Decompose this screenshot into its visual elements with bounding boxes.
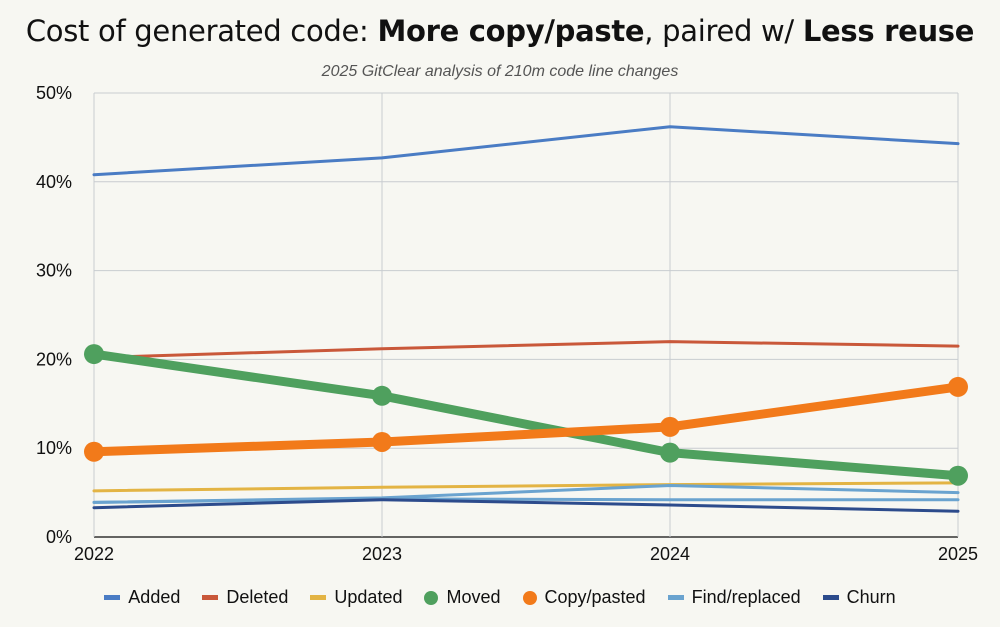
x-tick-label: 2024	[650, 544, 690, 564]
series-line-deleted	[92, 340, 960, 360]
series-line-churn	[92, 498, 960, 513]
legend-label: Deleted	[226, 587, 289, 607]
legend-label: Copy/pasted	[544, 587, 646, 607]
y-tick-label: 0%	[46, 527, 72, 547]
legend-marker-icon	[424, 590, 439, 605]
y-tick-label: 20%	[36, 349, 72, 369]
y-tick-label: 10%	[36, 438, 72, 458]
x-tick-label: 2023	[362, 544, 402, 564]
legend-item: Moved	[424, 587, 501, 608]
chart-subtitle: 2025 GitClear analysis of 210m code line…	[321, 63, 679, 80]
series-line-moved	[89, 349, 963, 481]
series-line-updated	[92, 481, 960, 493]
data-point-copy-pasted	[84, 441, 104, 462]
x-tick-label: 2022	[74, 544, 114, 564]
legend-marker-icon	[522, 590, 537, 605]
y-tick-label: 40%	[36, 172, 72, 192]
series-line-added	[92, 125, 960, 177]
chart-title: Cost of generated code: More copy/paste,…	[0, 14, 1000, 48]
title-segment: More copy/paste	[377, 14, 645, 48]
legend-item: Churn	[822, 587, 896, 608]
data-point-moved	[948, 465, 968, 486]
y-tick-label: 50%	[36, 83, 72, 103]
legend-label: Added	[128, 587, 181, 607]
data-point-moved	[372, 385, 392, 406]
title-segment: , paired w/	[644, 14, 803, 48]
data-point-copy-pasted	[948, 376, 968, 397]
series-line-extra	[92, 497, 960, 504]
data-point-copy-pasted	[660, 416, 680, 437]
data-point-moved	[660, 442, 680, 463]
data-point-copy-pasted	[372, 431, 392, 452]
legend: Added Deleted Updated Moved Copy/pasted Find/…	[0, 587, 1000, 608]
legend-label: Churn	[846, 587, 896, 607]
legend-marker-icon	[822, 595, 839, 600]
legend-label: Updated	[334, 587, 403, 607]
legend-item: Updated	[310, 587, 402, 608]
legend-item: Added	[104, 587, 180, 608]
legend-item: Find/replaced	[667, 587, 801, 608]
legend-marker-icon	[310, 595, 327, 600]
y-tick-label: 30%	[36, 261, 72, 281]
title-segment: Less reuse	[802, 14, 975, 48]
x-tick-label: 2025	[938, 544, 978, 564]
legend-marker-icon	[667, 595, 684, 600]
title-segment: Cost of generated code:	[25, 14, 378, 48]
legend-marker-icon	[202, 595, 219, 600]
legend-label: Find/replaced	[691, 587, 801, 607]
legend-item: Copy/pasted	[522, 587, 646, 608]
legend-marker-icon	[104, 595, 121, 600]
legend-item: Deleted	[202, 587, 288, 608]
legend-label: Moved	[446, 587, 501, 607]
series-line-copy-pasted	[89, 382, 963, 457]
data-point-moved	[84, 344, 104, 365]
